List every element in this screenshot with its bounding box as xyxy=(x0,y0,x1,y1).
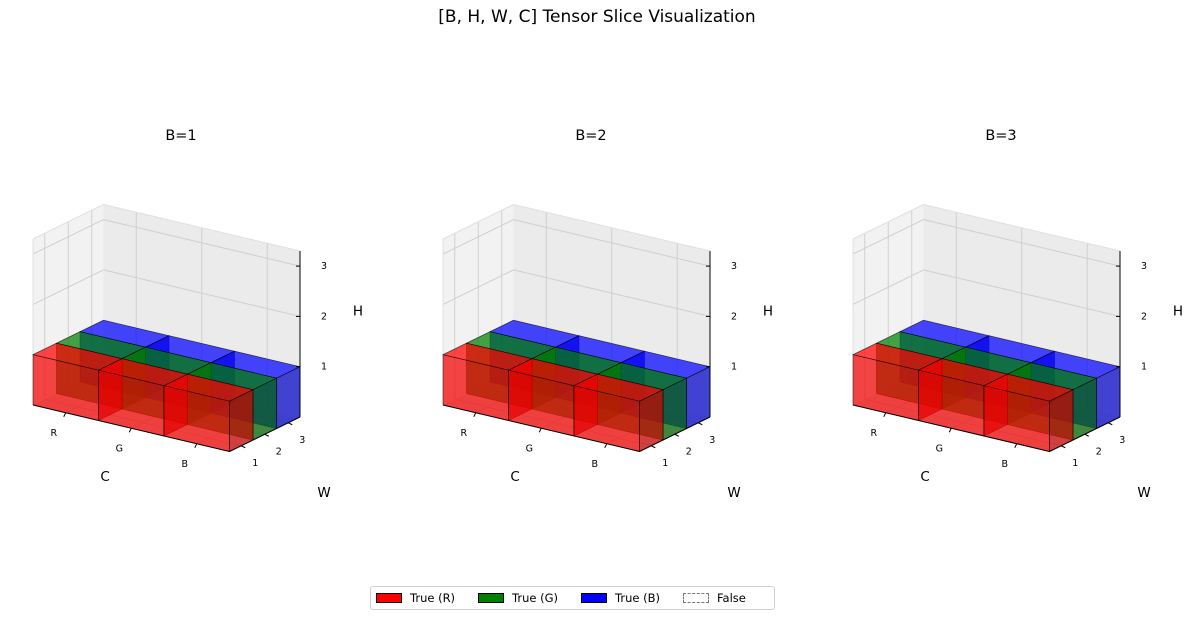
w-tick-mark xyxy=(288,422,293,426)
legend-label: True (B) xyxy=(615,591,660,605)
w-tick-label: 2 xyxy=(276,446,282,457)
legend-label: False xyxy=(716,591,746,605)
legend-item-false: False xyxy=(682,591,746,605)
pane-edge xyxy=(32,204,104,240)
h-tick-label: 3 xyxy=(1141,261,1147,272)
h-axis-label: H xyxy=(353,303,363,319)
h-tick-label: 3 xyxy=(321,261,327,272)
grid-line xyxy=(103,219,301,267)
w-tick-label: 1 xyxy=(252,458,258,469)
w-axis-label: W xyxy=(317,485,330,501)
grid-line xyxy=(442,269,514,305)
c-tick-label: B xyxy=(181,459,188,470)
figure-title: [B, H, W, C] Tensor Slice Visualization xyxy=(438,7,756,27)
w-tick-mark xyxy=(1084,433,1089,437)
w-tick-mark xyxy=(651,445,656,449)
h-tick-label: 3 xyxy=(731,261,737,272)
h-axis-label: H xyxy=(763,303,773,319)
c-axis-label: C xyxy=(510,469,519,485)
legend-label: True (G) xyxy=(512,591,559,605)
legend-swatch-green xyxy=(478,593,505,603)
w-tick-mark xyxy=(1108,422,1113,426)
legend-item-green: True (G) xyxy=(478,591,558,605)
pane-edge xyxy=(923,204,1121,252)
h-tick-label: 1 xyxy=(1141,362,1147,373)
c-tick-label: R xyxy=(460,428,467,439)
grid-line xyxy=(513,269,711,317)
c-tick-mark xyxy=(948,428,952,433)
grid-line xyxy=(513,219,711,267)
legend-item-blue: True (B) xyxy=(581,591,660,605)
h-axis-label: H xyxy=(1173,303,1183,319)
c-tick-mark xyxy=(63,412,67,417)
w-tick-label: 2 xyxy=(686,446,692,457)
w-axis-label: W xyxy=(727,485,740,501)
c-tick-label: R xyxy=(50,428,57,439)
pane-edge xyxy=(852,204,924,240)
c-tick-mark xyxy=(473,412,477,417)
w-tick-mark xyxy=(264,433,269,437)
w-tick-mark xyxy=(674,433,679,437)
subplot-title: B=1 xyxy=(165,128,196,144)
h-tick-label: 2 xyxy=(731,311,737,322)
w-tick-label: 3 xyxy=(299,435,305,446)
grid-line xyxy=(32,269,104,305)
c-tick-label: G xyxy=(936,443,943,454)
legend-label: True (R) xyxy=(410,591,456,605)
c-tick-mark xyxy=(538,428,542,433)
legend-item-red: True (R) xyxy=(376,591,455,605)
legend-swatch-red xyxy=(376,593,402,603)
grid-line xyxy=(442,219,514,255)
w-tick-label: 3 xyxy=(709,435,715,446)
c-tick-label: G xyxy=(116,443,123,454)
c-axis-label: C xyxy=(920,469,929,485)
c-tick-label: B xyxy=(1001,459,1008,470)
c-tick-label: R xyxy=(870,428,877,439)
pane-edge xyxy=(513,204,711,252)
subplot-title: B=2 xyxy=(575,128,606,144)
w-tick-label: 3 xyxy=(1119,435,1125,446)
w-tick-mark xyxy=(698,422,703,426)
c-tick-mark xyxy=(604,443,608,448)
grid-line xyxy=(923,269,1121,317)
w-tick-mark xyxy=(1061,445,1066,449)
h-tick-label: 2 xyxy=(321,311,327,322)
w-tick-label: 1 xyxy=(1072,458,1078,469)
h-tick-label: 1 xyxy=(321,362,327,373)
w-tick-label: 1 xyxy=(662,458,668,469)
c-tick-mark xyxy=(883,412,887,417)
c-tick-label: B xyxy=(591,459,598,470)
c-tick-mark xyxy=(194,443,198,448)
grid-line xyxy=(32,219,104,255)
legend: True (R) True (G) True (B) False xyxy=(370,586,775,610)
c-tick-mark xyxy=(128,428,132,433)
c-tick-mark xyxy=(1014,443,1018,448)
pane-edge xyxy=(442,204,514,240)
w-tick-label: 2 xyxy=(1096,446,1102,457)
pane-edge xyxy=(103,204,301,252)
grid-line xyxy=(852,219,924,255)
w-tick-mark xyxy=(241,445,246,449)
grid-line xyxy=(852,269,924,305)
h-tick-label: 1 xyxy=(731,362,737,373)
w-axis-label: W xyxy=(1137,485,1150,501)
h-tick-label: 2 xyxy=(1141,311,1147,322)
c-tick-label: G xyxy=(526,443,533,454)
grid-line xyxy=(103,269,301,317)
subplot-title: B=3 xyxy=(985,128,1016,144)
legend-swatch-false xyxy=(682,593,709,603)
grid-line xyxy=(923,219,1121,267)
legend-swatch-blue xyxy=(581,593,608,603)
c-axis-label: C xyxy=(100,469,109,485)
